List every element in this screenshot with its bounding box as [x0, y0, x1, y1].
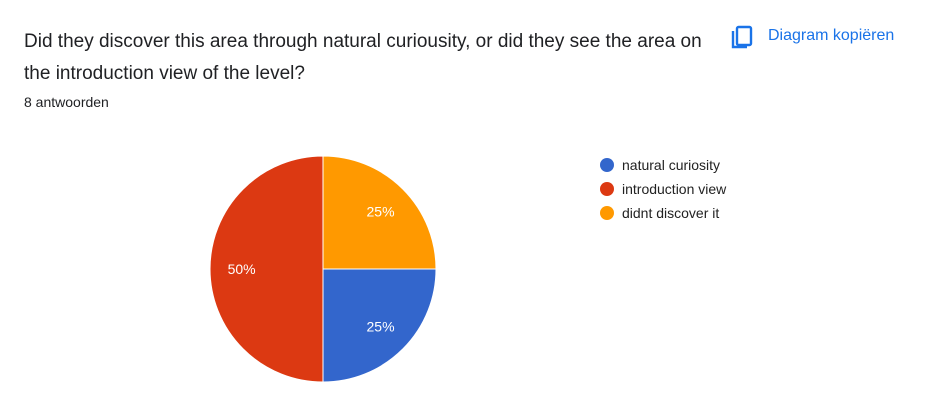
legend-dot-icon	[600, 206, 614, 220]
pie-slice-introduction-view[interactable]	[209, 155, 324, 383]
copy-chart-button[interactable]: Diagram kopiëren	[730, 22, 894, 50]
legend-dot-icon	[600, 158, 614, 172]
legend-label: didnt discover it	[622, 205, 720, 221]
slice-label: 50%	[228, 261, 256, 277]
response-count: 8 antwoorden	[24, 94, 109, 110]
copy-chart-label: Diagram kopiëren	[768, 27, 895, 44]
legend-label: introduction view	[622, 181, 727, 197]
legend-item[interactable]: natural curiosity	[600, 153, 726, 177]
legend-label: natural curiosity	[622, 157, 721, 173]
slice-label: 25%	[367, 203, 395, 219]
legend-item[interactable]: introduction view	[600, 177, 726, 201]
legend: natural curiosity introduction view didnt …	[600, 153, 726, 225]
question-title: Did they discover this area through natu…	[24, 31, 702, 84]
pie-slice-natural-curiosity[interactable]	[322, 268, 437, 383]
legend-dot-icon	[600, 182, 614, 196]
slice-label: 25%	[367, 319, 395, 335]
legend-item[interactable]: didnt discover it	[600, 201, 726, 225]
pie-slice-didnt-discover-it[interactable]	[322, 155, 437, 270]
copy-icon	[731, 25, 753, 49]
